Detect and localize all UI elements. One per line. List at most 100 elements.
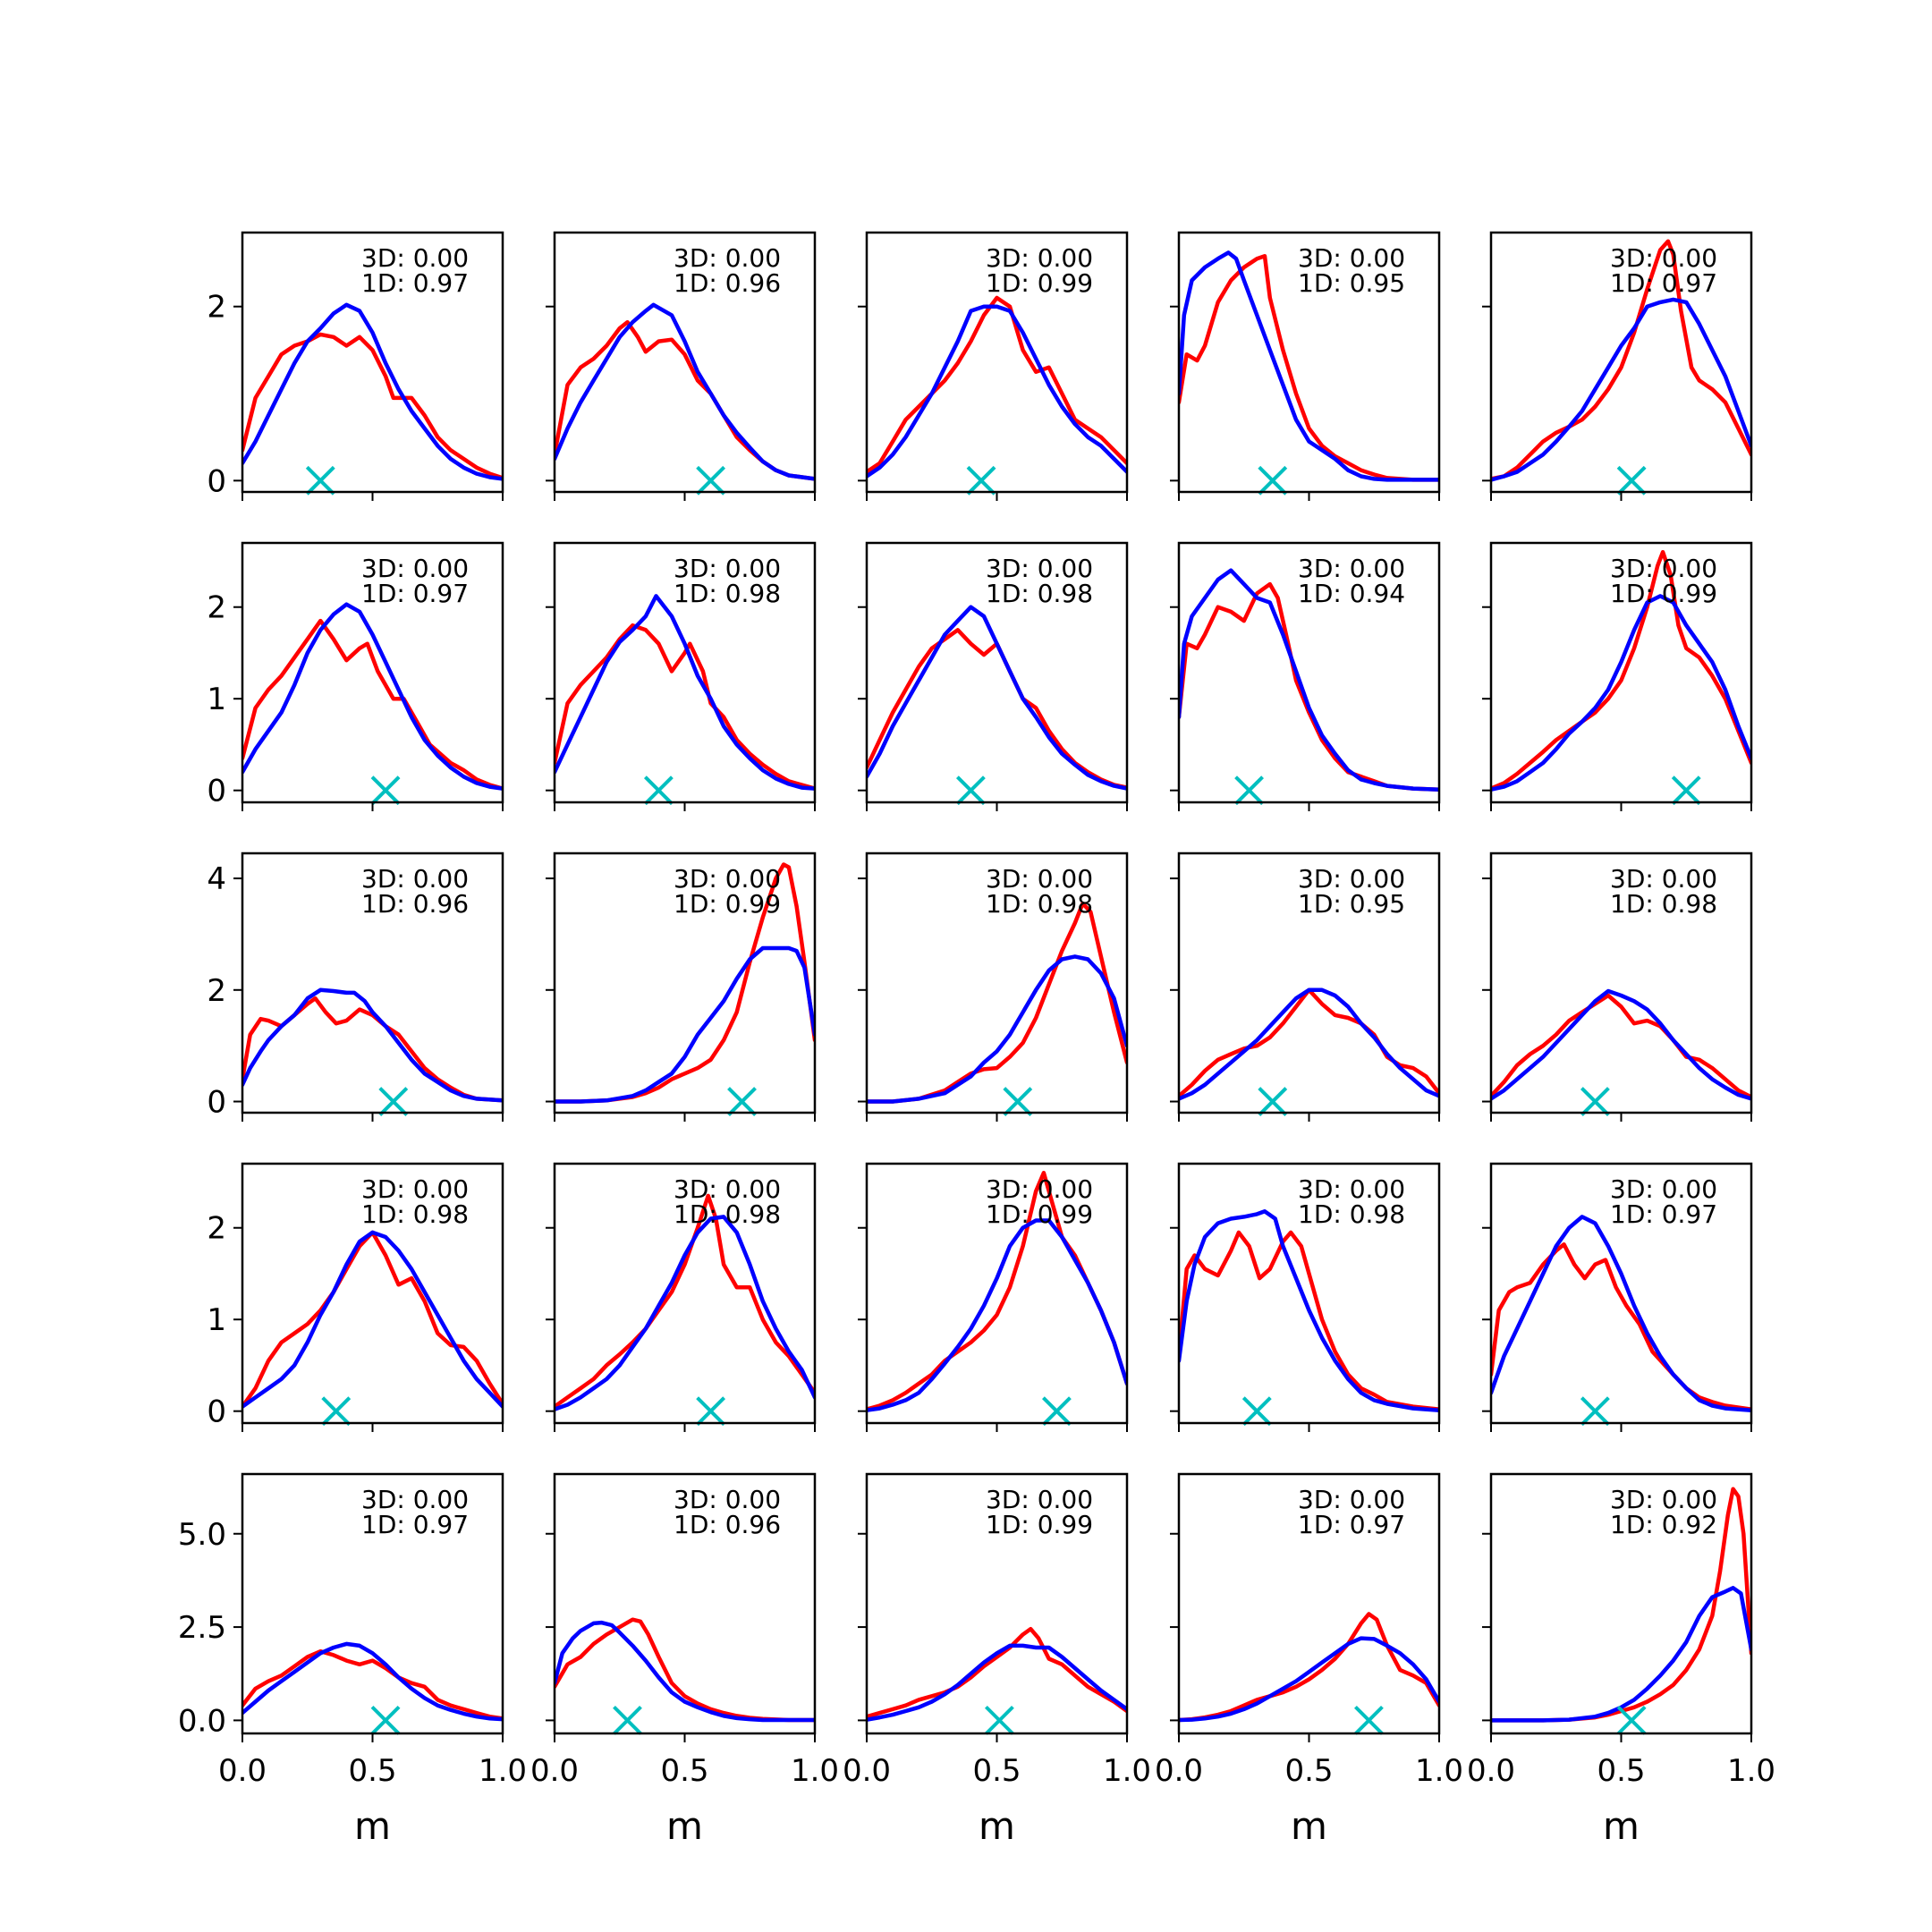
cross-marker: [1616, 465, 1647, 496]
annotation-1d: 1D: 0.96: [674, 268, 781, 298]
blue-series-line: [1491, 594, 1751, 792]
y-tick-label: 1: [207, 682, 226, 717]
x-tick-label: 1.0: [479, 1753, 527, 1789]
red-series-line: [1179, 254, 1439, 482]
annotation-1d: 1D: 0.98: [986, 889, 1093, 919]
annotation-3d: 3D: 0.00: [1298, 1174, 1405, 1204]
cross-marker-stroke: [643, 775, 674, 806]
blue-series-line: [555, 302, 815, 481]
annotation-3d: 3D: 0.00: [986, 243, 1093, 273]
blue-series-line: [555, 945, 815, 1104]
red-series-line: [1179, 1612, 1439, 1723]
cross-marker: [1580, 1087, 1610, 1116]
y-tick-label: 5.0: [178, 1517, 226, 1553]
x-axis-label: m: [354, 1804, 391, 1848]
annotation-1d: 1D: 0.97: [1610, 268, 1717, 298]
x-tick-label: 0.0: [1467, 1753, 1515, 1789]
cross-marker-stroke: [955, 775, 986, 806]
x-tick-label: 0.0: [843, 1753, 891, 1789]
cross-marker-stroke: [1354, 1705, 1384, 1735]
blue-series-line: [1179, 987, 1439, 1101]
annotation-1d: 1D: 0.98: [986, 579, 1093, 608]
cross-marker: [1003, 1087, 1033, 1116]
x-axis-label: m: [666, 1804, 703, 1848]
annotation-3d: 3D: 0.00: [1298, 243, 1405, 273]
cross-marker-stroke: [613, 1705, 642, 1735]
cross-marker: [613, 1705, 642, 1735]
x-tick-label: 0.0: [530, 1753, 579, 1789]
y-tick-label: 2: [207, 973, 226, 1009]
cross-marker: [1241, 1396, 1272, 1427]
annotation-3d: 3D: 0.00: [361, 554, 469, 583]
cross-marker: [1042, 1396, 1072, 1427]
cross-marker: [643, 775, 674, 806]
annotation-1d: 1D: 0.95: [1298, 889, 1405, 919]
annotation-1d: 1D: 0.94: [1298, 579, 1405, 608]
annotation-3d: 3D: 0.00: [1610, 864, 1717, 894]
x-tick-label: 1.0: [791, 1753, 839, 1789]
y-tick-label: 0: [207, 1394, 226, 1430]
cross-marker-stroke: [1616, 1705, 1647, 1735]
cross-marker: [727, 1087, 757, 1116]
annotation-3d: 3D: 0.00: [361, 1485, 469, 1514]
y-tick-label: 0.0: [178, 1703, 226, 1739]
x-tick-label: 0.5: [660, 1753, 708, 1789]
annotation-1d: 1D: 0.95: [1298, 268, 1405, 298]
annotation-3d: 3D: 0.00: [986, 864, 1093, 894]
blue-series-line: [1179, 1636, 1439, 1723]
y-tick-label: 2: [207, 590, 226, 626]
blue-series-line: [1491, 297, 1751, 482]
cross-marker: [378, 1087, 409, 1116]
red-series-line: [867, 1626, 1127, 1719]
cross-marker: [966, 465, 996, 496]
x-tick-label: 0.5: [348, 1753, 396, 1789]
annotation-3d: 3D: 0.00: [361, 243, 469, 273]
red-series-line: [1491, 993, 1751, 1099]
red-series-line: [242, 996, 503, 1103]
annotation-3d: 3D: 0.00: [674, 243, 781, 273]
annotation-1d: 1D: 0.98: [1610, 889, 1717, 919]
y-tick-label: 0: [207, 774, 226, 809]
blue-series-line: [867, 954, 1127, 1104]
cross-marker-stroke: [370, 1705, 401, 1735]
annotation-3d: 3D: 0.00: [1298, 1485, 1405, 1514]
blue-series-line: [867, 1218, 1127, 1412]
blue-series-line: [555, 1620, 815, 1723]
y-tick-label: 0: [207, 1085, 226, 1121]
x-tick-label: 1.0: [1415, 1753, 1463, 1789]
x-tick-label: 0.5: [1597, 1753, 1645, 1789]
cross-marker-stroke: [696, 465, 726, 496]
cross-marker-stroke: [305, 465, 335, 496]
cross-marker: [1258, 1087, 1288, 1116]
annotation-1d: 1D: 0.98: [674, 579, 781, 608]
annotation-1d: 1D: 0.97: [1298, 1510, 1405, 1539]
red-series-line: [555, 623, 815, 791]
red-series-line: [242, 332, 503, 480]
red-series-line: [867, 295, 1127, 474]
annotation-1d: 1D: 0.92: [1610, 1510, 1717, 1539]
cross-marker: [305, 465, 335, 496]
cross-marker-stroke: [1258, 465, 1288, 496]
annotation-3d: 3D: 0.00: [1610, 1174, 1717, 1204]
cross-marker: [321, 1396, 352, 1427]
x-axis-label: m: [1603, 1804, 1640, 1848]
cross-marker-stroke: [984, 1705, 1014, 1735]
cross-marker-stroke: [1234, 775, 1264, 806]
cross-marker: [1234, 775, 1264, 806]
annotation-1d: 1D: 0.99: [986, 268, 1093, 298]
cross-marker: [1616, 1705, 1647, 1735]
x-tick-label: 1.0: [1103, 1753, 1151, 1789]
